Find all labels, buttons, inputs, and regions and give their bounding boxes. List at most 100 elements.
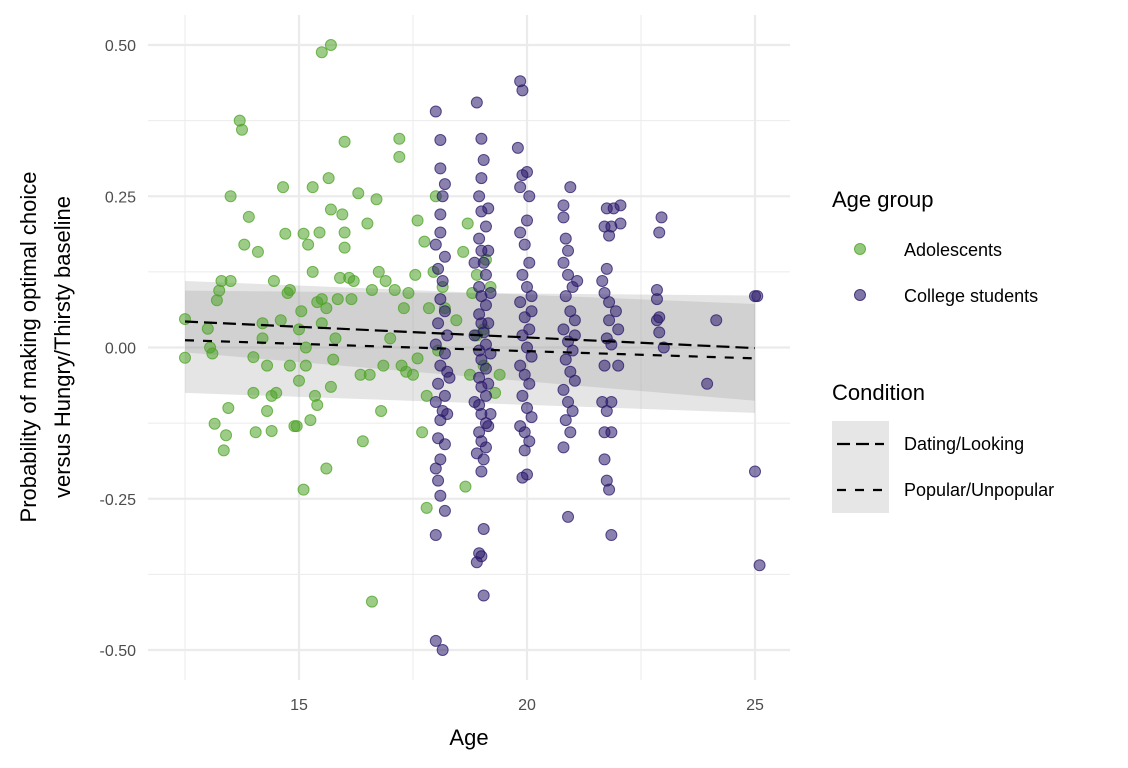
data-point bbox=[479, 441, 492, 454]
data-point bbox=[293, 374, 305, 387]
data-point bbox=[267, 274, 280, 287]
data-point bbox=[459, 480, 472, 493]
data-point bbox=[568, 374, 581, 387]
y-axis-title: Probability of making optimal choice ver… bbox=[16, 172, 75, 523]
data-point bbox=[516, 84, 529, 97]
data-point bbox=[249, 426, 262, 439]
data-point bbox=[336, 208, 349, 221]
data-point bbox=[701, 377, 714, 390]
legend-condition-title: Condition bbox=[832, 380, 925, 405]
data-point bbox=[514, 296, 527, 309]
x-axis-title: Age bbox=[449, 725, 488, 750]
data-point bbox=[562, 268, 575, 281]
data-point bbox=[313, 226, 326, 239]
data-point bbox=[224, 190, 237, 203]
data-point bbox=[434, 226, 447, 239]
data-point bbox=[479, 268, 492, 281]
data-point bbox=[598, 359, 611, 372]
data-point bbox=[409, 268, 422, 281]
data-point bbox=[477, 153, 490, 166]
y-tick-label: 0.50 bbox=[105, 38, 136, 55]
data-point bbox=[655, 211, 668, 224]
data-point bbox=[473, 232, 486, 245]
data-point bbox=[265, 424, 278, 437]
legend-label-adolescents: Adolescents bbox=[904, 240, 1002, 260]
data-point bbox=[603, 229, 616, 242]
data-point bbox=[420, 389, 433, 402]
points bbox=[179, 39, 766, 656]
data-point bbox=[279, 227, 292, 240]
data-point bbox=[525, 350, 538, 363]
data-point bbox=[600, 405, 613, 418]
data-point bbox=[434, 162, 447, 175]
data-point bbox=[274, 314, 287, 327]
data-point bbox=[568, 314, 581, 327]
data-point bbox=[242, 210, 255, 223]
data-point bbox=[432, 474, 445, 487]
data-point bbox=[518, 238, 531, 251]
data-point bbox=[324, 203, 337, 216]
data-point bbox=[315, 46, 328, 59]
data-point bbox=[324, 380, 337, 393]
legend-label-college-students: College students bbox=[904, 286, 1038, 306]
data-point bbox=[320, 462, 333, 475]
data-point bbox=[388, 284, 401, 297]
data-point bbox=[416, 426, 429, 439]
data-point bbox=[751, 290, 764, 303]
data-point bbox=[441, 329, 454, 342]
data-point bbox=[614, 199, 627, 212]
data-point bbox=[568, 329, 581, 342]
data-point bbox=[443, 371, 456, 384]
data-point bbox=[201, 322, 214, 335]
data-point bbox=[523, 190, 536, 203]
data-point bbox=[338, 135, 351, 148]
data-point bbox=[493, 368, 506, 381]
data-point bbox=[365, 595, 378, 608]
data-point bbox=[559, 232, 572, 245]
data-point bbox=[429, 634, 442, 647]
x-tick-labels: 15 20 25 bbox=[290, 697, 764, 714]
data-point bbox=[484, 408, 497, 421]
data-point bbox=[559, 290, 572, 303]
data-point bbox=[338, 226, 351, 239]
legend-key-background bbox=[832, 421, 889, 513]
data-point bbox=[179, 313, 191, 326]
data-point bbox=[521, 468, 533, 481]
data-point bbox=[204, 341, 217, 354]
data-point bbox=[557, 199, 570, 212]
data-point bbox=[277, 181, 290, 194]
data-point bbox=[600, 262, 613, 275]
data-point bbox=[564, 426, 577, 439]
x-tick-label: 25 bbox=[746, 697, 764, 714]
data-point bbox=[283, 284, 296, 297]
data-point bbox=[653, 326, 666, 339]
data-point bbox=[370, 193, 383, 206]
data-point bbox=[247, 351, 260, 364]
data-point bbox=[564, 181, 577, 194]
data-point bbox=[518, 444, 531, 457]
trend-line bbox=[184, 339, 756, 360]
data-point bbox=[224, 274, 237, 287]
data-point bbox=[429, 238, 442, 251]
data-point bbox=[468, 395, 481, 408]
data-point bbox=[653, 311, 666, 324]
data-point bbox=[457, 245, 470, 258]
y-tick-label: 0.00 bbox=[105, 341, 136, 358]
data-point bbox=[365, 284, 378, 297]
x-tick-label: 15 bbox=[290, 697, 308, 714]
data-point bbox=[295, 305, 308, 318]
data-point bbox=[363, 368, 376, 381]
data-point bbox=[283, 359, 296, 372]
data-point bbox=[514, 181, 527, 194]
data-point bbox=[523, 377, 536, 390]
data-point bbox=[361, 217, 374, 230]
data-point bbox=[293, 323, 305, 336]
data-point bbox=[609, 305, 622, 318]
data-point bbox=[523, 256, 536, 269]
data-point bbox=[429, 105, 442, 118]
data-point bbox=[470, 556, 483, 569]
data-point bbox=[482, 244, 495, 257]
data-point bbox=[247, 386, 260, 399]
data-point bbox=[450, 314, 463, 327]
data-point bbox=[436, 644, 449, 656]
